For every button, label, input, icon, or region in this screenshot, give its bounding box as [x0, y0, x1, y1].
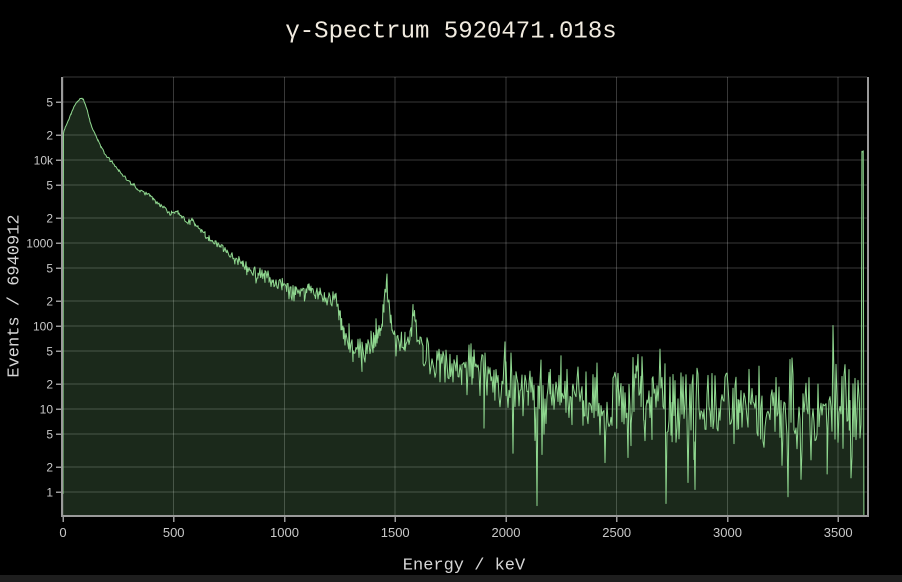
y-tick-label: 100 — [33, 320, 53, 334]
x-tick-label: 1500 — [381, 525, 410, 540]
x-tick-label: 2000 — [492, 525, 521, 540]
y-tick-label: 2 — [46, 461, 53, 475]
y-tick-label: 2 — [46, 129, 53, 143]
spectrum-line — [62, 97, 865, 516]
y-tick-label: 5 — [46, 428, 53, 442]
tick-labels: 0 500 1000 1500 2000 2500 3000 3500 1 2 5 10 2 5 100 2 5… — [26, 96, 852, 541]
y-tick-label: 2 — [46, 212, 53, 226]
y-tick-label: 1 — [46, 486, 53, 500]
horizontal-scrollbar[interactable] — [0, 575, 902, 582]
y-tick-label: 5 — [46, 96, 53, 110]
spectrum-fill — [63, 98, 864, 515]
y-tick-label: 1000 — [26, 237, 53, 251]
gridlines — [62, 76, 867, 515]
y-tick-label: 10 — [40, 403, 54, 417]
y-tick-label: 5 — [46, 179, 53, 193]
y-tick-label: 10k — [34, 154, 54, 168]
axis-frame — [61, 77, 869, 517]
y-tick-label: 2 — [46, 295, 53, 309]
y-tick-label: 2 — [46, 378, 53, 392]
x-tick-label: 3500 — [824, 525, 853, 540]
x-tick-label: 2500 — [602, 525, 631, 540]
chart-title: γ-Spectrum 5920471.018s — [285, 18, 617, 46]
x-tick-label: 1000 — [270, 525, 299, 540]
y-tick-label: 5 — [46, 262, 53, 276]
x-tick-label: 0 — [59, 525, 66, 540]
y-tick-label: 5 — [46, 345, 53, 359]
x-axis-title: Energy / keV — [402, 556, 526, 576]
x-tick-label: 500 — [163, 525, 185, 540]
x-tick-label: 3000 — [713, 525, 742, 540]
